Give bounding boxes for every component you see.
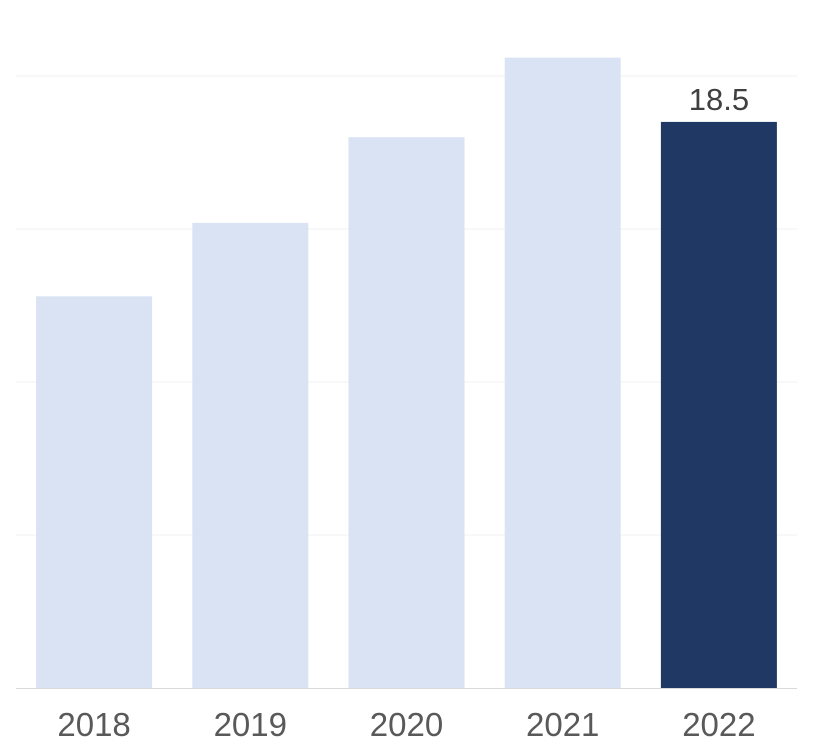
x-tick-label-2022: 2022: [682, 706, 755, 743]
x-tick-label-2020: 2020: [370, 706, 443, 743]
bar-2020: [348, 137, 465, 688]
bars: [36, 57, 777, 688]
x-tick-labels: 2018 2019 2020 2021 2022: [57, 706, 755, 743]
bar-2019: [192, 222, 309, 688]
bar-2021: [504, 57, 621, 688]
x-tick-label-2021: 2021: [526, 706, 599, 743]
x-tick-label-2018: 2018: [57, 706, 130, 743]
data-labels: 18.5: [689, 82, 749, 117]
data-label-2022: 18.5: [689, 82, 749, 117]
x-tick-label-2019: 2019: [214, 706, 287, 743]
bar-2022: [660, 121, 777, 688]
bar-2018: [36, 296, 153, 688]
